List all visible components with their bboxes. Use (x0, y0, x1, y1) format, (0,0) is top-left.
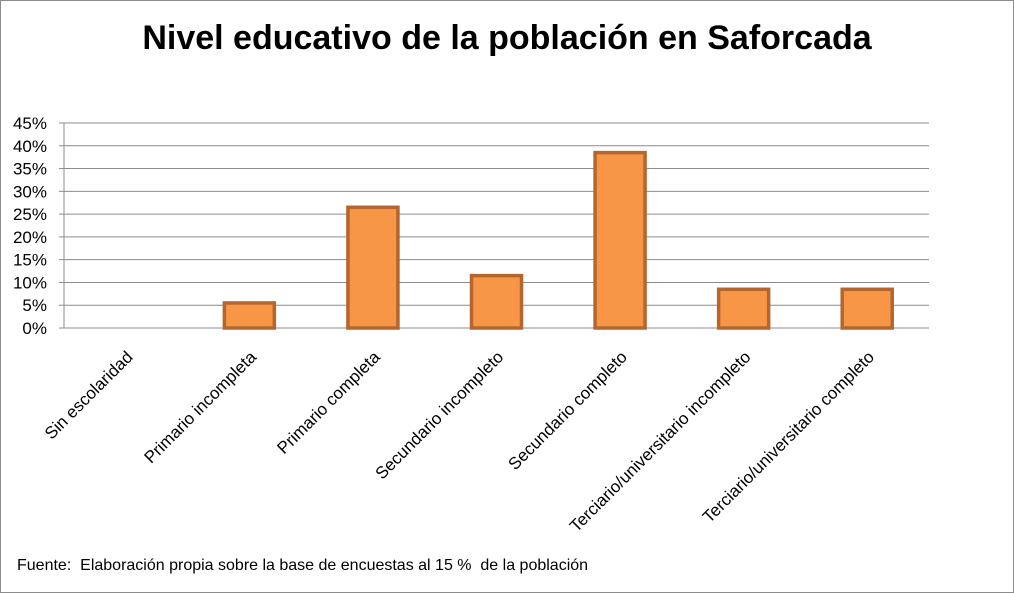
bar (593, 150, 647, 330)
y-tick-label: 5% (22, 296, 47, 315)
chart-title: Nivel educativo de la población en Safor… (142, 19, 872, 57)
source-note: Fuente: Elaboración propia sobre la base… (17, 557, 589, 574)
x-category-label: Primario completa (273, 347, 384, 458)
y-tick-label: 15% (13, 251, 47, 270)
bar (346, 205, 400, 330)
y-tick-label: 20% (13, 228, 47, 247)
x-category-label: Secundario completo (505, 347, 631, 473)
x-category-label: Sin escolaridad (41, 347, 137, 443)
bar (222, 301, 277, 330)
y-tick-label: 30% (13, 182, 47, 201)
y-tick-label: 35% (13, 160, 47, 179)
y-tick-label: 40% (13, 137, 47, 156)
bar (840, 287, 894, 330)
bar (716, 287, 771, 330)
bar (469, 273, 524, 330)
x-category-label: Secundario incompleto (372, 347, 508, 483)
y-tick-label: 0% (22, 319, 47, 338)
x-category-label: Primario incompleta (141, 347, 261, 467)
y-tick-label: 45% (13, 114, 47, 133)
y-tick-label: 10% (13, 273, 47, 292)
y-tick-label: 25% (13, 205, 47, 224)
